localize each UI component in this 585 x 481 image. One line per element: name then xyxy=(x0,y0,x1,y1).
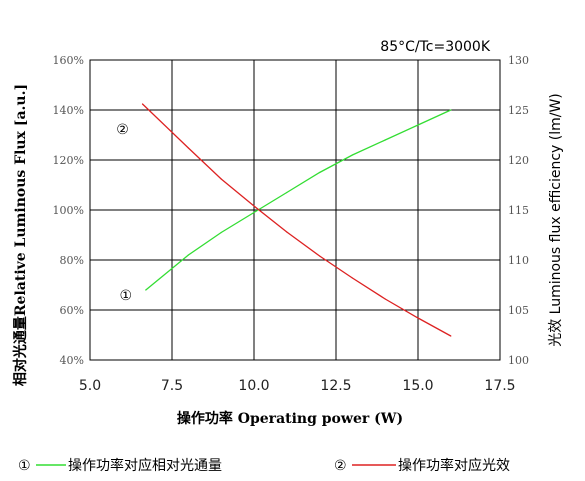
legend-label-1: 操作功率对应相对光通量 xyxy=(68,457,222,474)
legend-marker-1: ① xyxy=(18,458,31,474)
y-right-tick-label: 125 xyxy=(508,104,529,117)
y-right-tick-label: 105 xyxy=(508,304,529,317)
y-left-tick-label: 60% xyxy=(60,304,84,317)
y-right-tick-label: 130 xyxy=(508,54,529,67)
series-marker-2: ② xyxy=(116,122,129,138)
series-1-point xyxy=(351,154,353,156)
series-2-point xyxy=(220,178,222,180)
series-2-point xyxy=(141,103,144,105)
series-2-point xyxy=(319,255,321,257)
legend-label-2: 操作功率对应光效 xyxy=(398,457,510,474)
series-1-point xyxy=(319,171,321,174)
series-2-point xyxy=(187,147,189,149)
x-axis-ticks: 5.0 7.5 10.0 12.5 15.0 17.5 xyxy=(79,378,516,394)
series-1-point xyxy=(384,139,386,141)
x-tick-label: 5.0 xyxy=(79,378,101,394)
y-left-tick-label: 160% xyxy=(53,54,84,67)
series-2-point xyxy=(384,298,386,300)
series-layer: ①② xyxy=(116,103,452,337)
series-1-point xyxy=(220,231,222,234)
series-2-point xyxy=(450,335,452,337)
y-left-axis-title: 相对光通量Relative Luminous Flux [a.u.] xyxy=(12,84,29,386)
series-1-point xyxy=(145,289,147,291)
series-2-point xyxy=(286,231,288,233)
series-2-point xyxy=(351,277,353,279)
series-1-point xyxy=(450,109,452,111)
y-left-axis-ticks: 40% 60% 80% 100% 120% 140% 160% xyxy=(53,54,84,367)
y-left-tick-label: 40% xyxy=(60,354,84,367)
x-tick-label: 15.0 xyxy=(402,378,433,394)
y-left-tick-label: 100% xyxy=(53,204,84,217)
series-1-point xyxy=(187,254,189,256)
y-right-axis-ticks: 100 105 110 115 120 125 130 xyxy=(508,54,529,367)
y-left-tick-label: 80% xyxy=(60,254,84,267)
x-tick-label: 12.5 xyxy=(320,378,351,394)
x-tick-label: 17.5 xyxy=(484,378,515,394)
series-1-point xyxy=(286,191,288,194)
series-1-point xyxy=(253,211,255,214)
y-right-tick-label: 110 xyxy=(508,254,529,267)
series-2-point xyxy=(417,317,419,319)
x-tick-label: 10.0 xyxy=(238,378,269,394)
series-marker-1: ① xyxy=(119,288,132,304)
y-right-tick-label: 100 xyxy=(508,354,529,367)
x-tick-label: 7.5 xyxy=(161,378,183,394)
y-right-tick-label: 115 xyxy=(508,204,529,217)
x-axis-title: 操作功率 Operating power (W) xyxy=(177,410,403,427)
y-left-tick-label: 120% xyxy=(53,154,84,167)
gridlines xyxy=(89,59,501,361)
legend-marker-2: ② xyxy=(334,458,347,474)
chart-title: 85°C/Tc=3000K xyxy=(380,39,491,55)
series-line-2 xyxy=(142,103,452,337)
series-1-point xyxy=(417,124,419,126)
y-left-tick-label: 140% xyxy=(53,104,84,117)
legend: ① 操作功率对应相对光通量 ② 操作功率对应光效 xyxy=(18,457,510,474)
series-line-1 xyxy=(145,109,452,291)
y-right-axis-title: 光效 Luminous flux efficiency (lm/W) xyxy=(548,93,564,347)
y-right-tick-label: 120 xyxy=(508,154,529,167)
series-2-point xyxy=(253,205,255,207)
